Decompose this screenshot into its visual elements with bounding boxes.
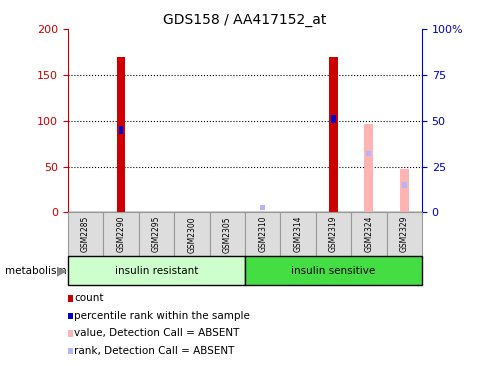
Bar [68, 212, 103, 256]
Bar [399, 169, 408, 212]
Text: insulin resistant: insulin resistant [115, 266, 197, 276]
Bar [68, 256, 244, 285]
Bar [244, 256, 421, 285]
Text: GSM2295: GSM2295 [151, 216, 161, 253]
Bar [330, 115, 335, 123]
Text: GSM2300: GSM2300 [187, 216, 196, 253]
Bar [350, 212, 386, 256]
Text: rank, Detection Call = ABSENT: rank, Detection Call = ABSENT [74, 346, 234, 356]
Text: insulin sensitive: insulin sensitive [291, 266, 375, 276]
Bar [365, 151, 371, 157]
Bar [363, 124, 373, 212]
Bar [138, 212, 174, 256]
Text: GSM2290: GSM2290 [116, 216, 125, 253]
Text: GSM2324: GSM2324 [363, 216, 373, 253]
Bar [328, 57, 337, 212]
Bar [174, 212, 209, 256]
Bar [244, 212, 280, 256]
Bar [116, 57, 125, 212]
Title: GDS158 / AA417152_at: GDS158 / AA417152_at [163, 13, 326, 27]
Text: GSM2285: GSM2285 [81, 216, 90, 253]
Bar [401, 182, 406, 187]
Text: percentile rank within the sample: percentile rank within the sample [74, 311, 249, 321]
Text: count: count [74, 293, 103, 303]
Text: value, Detection Call = ABSENT: value, Detection Call = ABSENT [74, 328, 239, 339]
Bar [315, 212, 350, 256]
Text: GSM2310: GSM2310 [257, 216, 267, 253]
Text: metabolism: metabolism [5, 266, 66, 276]
Bar [259, 205, 265, 210]
Text: GSM2305: GSM2305 [222, 216, 231, 253]
Bar [118, 126, 123, 134]
Bar [209, 212, 244, 256]
Text: GSM2319: GSM2319 [328, 216, 337, 253]
Text: ▶: ▶ [57, 264, 67, 277]
Bar [103, 212, 138, 256]
Bar [386, 212, 421, 256]
Bar [280, 212, 315, 256]
Text: GSM2329: GSM2329 [399, 216, 408, 253]
Text: GSM2314: GSM2314 [293, 216, 302, 253]
